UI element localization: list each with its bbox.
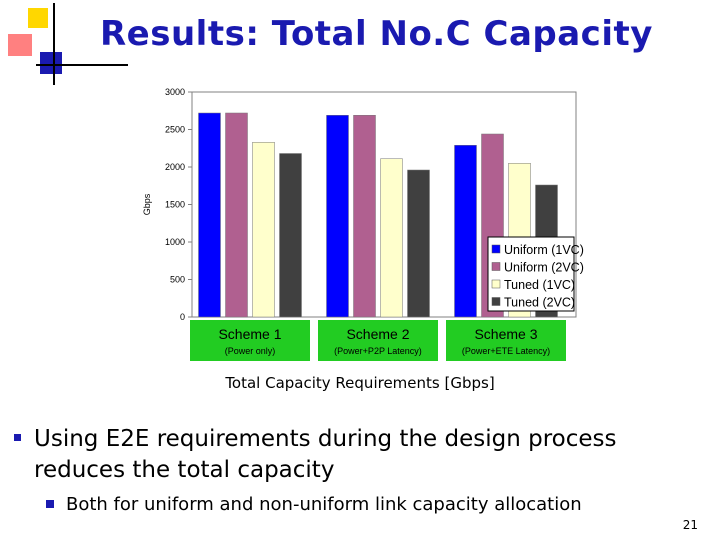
y-tick-label: 2500 — [165, 125, 185, 135]
legend-label: Uniform (2VC) — [504, 261, 584, 275]
y-tick-label: 3000 — [165, 87, 185, 97]
bar-tuned-2vc-1 — [279, 153, 302, 318]
decor-blue-square — [40, 52, 62, 74]
legend-label: Uniform (1VC) — [504, 243, 584, 257]
legend-swatch — [491, 297, 501, 306]
bullet-square-icon — [14, 434, 21, 441]
bar-tuned-1vc-2 — [380, 158, 403, 318]
bar-uniform-1vc-3 — [454, 145, 477, 318]
category-label-box — [446, 320, 566, 361]
legend-label: Tuned (1VC) — [504, 278, 575, 292]
bullet-text: Using E2E requirements during the design… — [34, 426, 617, 483]
category-sublabel: (Power+ETE Latency) — [462, 346, 550, 356]
category-sublabel: (Power+P2P Latency) — [334, 346, 422, 356]
category-label-box — [318, 320, 438, 361]
subbullet-square-icon — [46, 500, 54, 508]
bar-uniform-2vc-1 — [225, 112, 248, 318]
y-tick-label: 500 — [170, 275, 185, 285]
bar-tuned-1vc-1 — [252, 142, 275, 318]
decor-yellow-square — [28, 8, 48, 28]
legend-label: Tuned (2VC) — [504, 296, 575, 310]
decor-pink-square — [8, 34, 32, 56]
bar-uniform-1vc-2 — [326, 115, 349, 318]
capacity-bar-chart: 0 500 1000 1500 2000 2500 3000 Gbps Uniform (1VC… — [142, 87, 584, 361]
y-tick-label: 0 — [180, 312, 185, 322]
category-sublabel: (Power only) — [225, 346, 276, 356]
y-tick-label: 2000 — [165, 162, 185, 172]
category-label-box — [190, 320, 310, 361]
category-label: Scheme 3 — [474, 326, 537, 342]
y-tick-label: 1500 — [165, 200, 185, 210]
bar-uniform-1vc-1 — [198, 112, 221, 318]
bar-uniform-2vc-2 — [353, 115, 376, 318]
chart-caption: Total Capacity Requirements [Gbps] — [225, 374, 495, 392]
subbullet-text: Both for uniform and non-uniform link ca… — [66, 494, 582, 515]
legend-swatch — [491, 279, 501, 289]
y-tick-label: 1000 — [165, 237, 185, 247]
page-number: 21 — [682, 518, 698, 532]
slide-title: Results: Total No.C Capacity — [100, 14, 653, 54]
legend-swatch — [491, 244, 501, 254]
legend-swatch — [491, 262, 501, 271]
legend-box — [487, 236, 575, 312]
category-label: Scheme 1 — [218, 326, 281, 342]
title-decoration — [8, 3, 128, 85]
bar-tuned-2vc-2 — [407, 169, 430, 318]
category-label: Scheme 2 — [346, 326, 409, 342]
y-axis-label: Gbps — [142, 193, 152, 215]
